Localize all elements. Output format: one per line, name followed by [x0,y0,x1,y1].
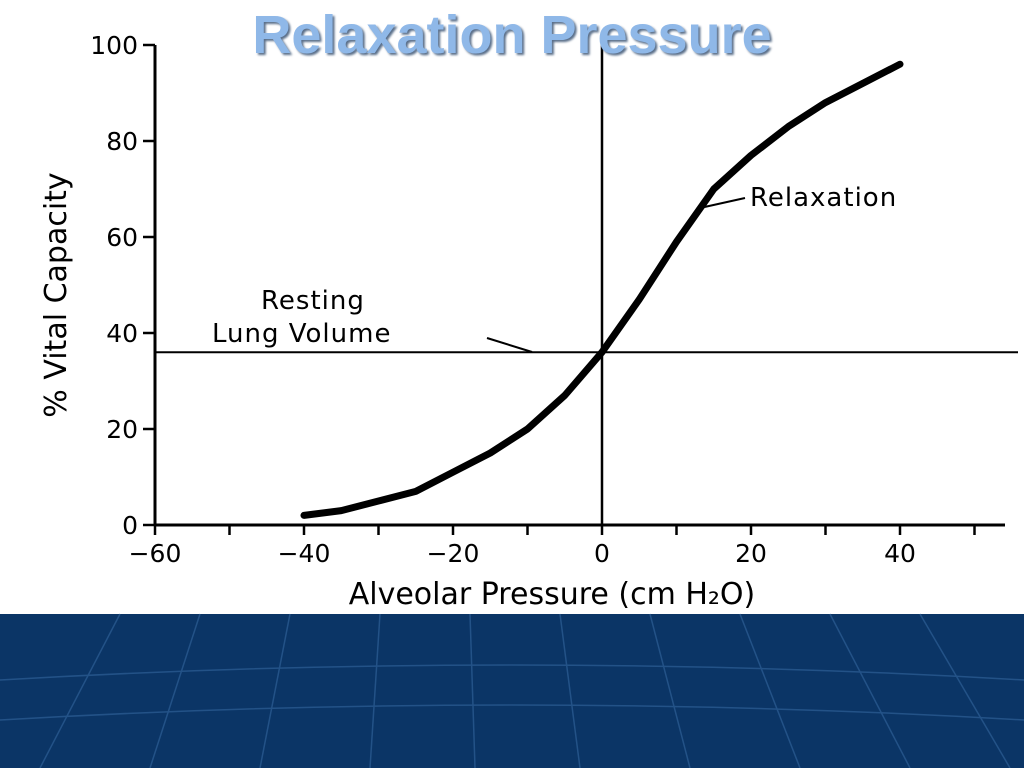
tick-labels: −60 −40 −20 0 20 40 0 20 40 60 80 100 [90,31,916,568]
y-tick-label: 60 [106,223,138,252]
footer-background [0,613,1024,769]
x-tick-label: 0 [594,539,610,568]
resting-annotation-line2: Lung Volume [212,319,391,349]
x-tick-label: 40 [884,539,916,568]
x-tick-label: 20 [735,539,767,568]
y-tick-label: 0 [122,511,138,540]
resting-leader-line [486,337,533,353]
x-tick-label: −20 [427,539,480,568]
y-tick-label: 20 [106,415,138,444]
tick-marks [143,43,976,535]
x-tick-label: −60 [129,539,182,568]
y-tick-label: 40 [106,319,138,348]
x-axis-title: Alveolar Pressure (cm H₂O) [349,577,756,612]
y-axis-title: % Vital Capacity [39,172,74,417]
resting-annotation-line1: Resting [261,286,365,316]
x-tick-label: −40 [278,539,331,568]
y-tick-label: 100 [90,31,138,60]
slide-title: Relaxation Pressure [252,5,772,65]
relaxation-curve [300,60,904,519]
relaxation-annotation: Relaxation [750,183,897,213]
relaxation-leader-line [699,197,746,209]
y-tick-label: 80 [106,127,138,156]
